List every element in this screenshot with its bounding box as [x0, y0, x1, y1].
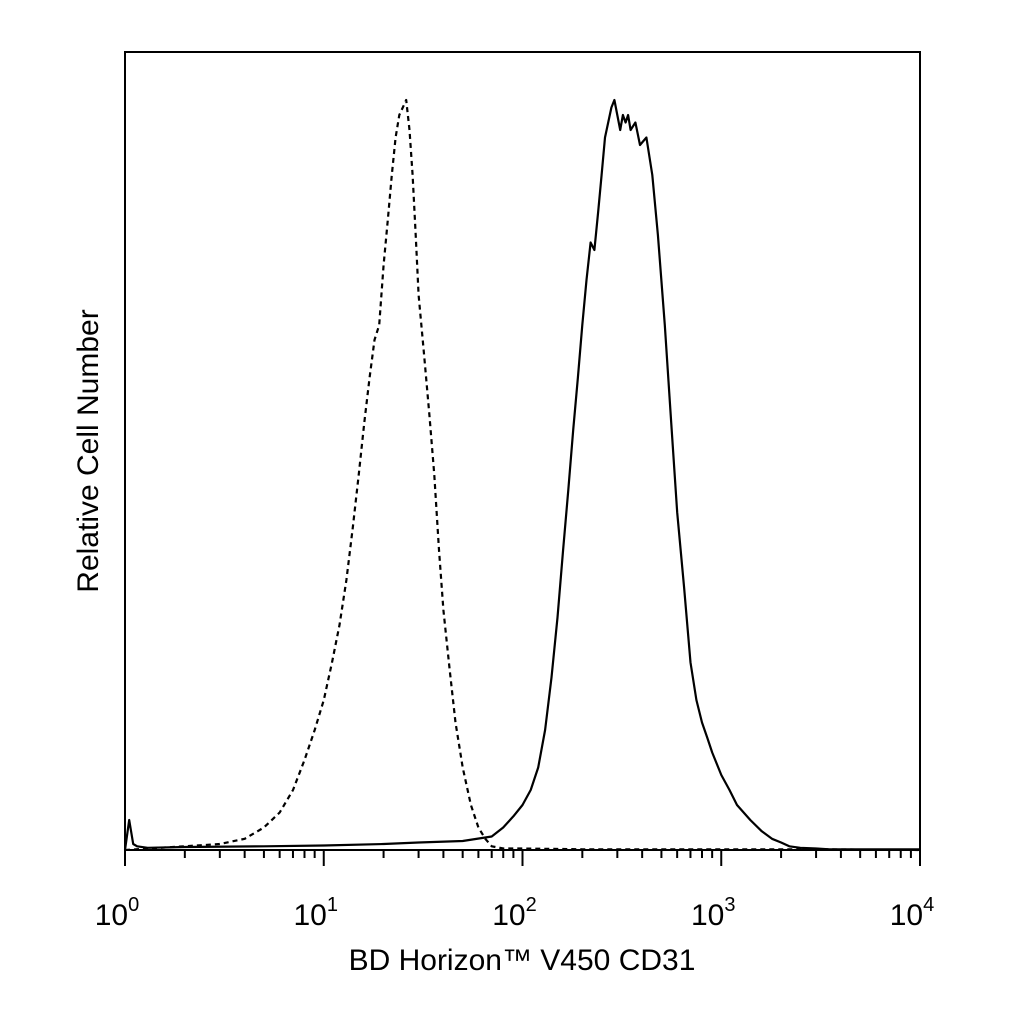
series-layer	[123, 98, 921, 852]
plot-frame	[124, 51, 921, 851]
series-dashed-histogram	[124, 98, 921, 852]
x-axis-title: BD Horizon™ V450 CD31	[349, 944, 696, 977]
x-axis: 100 101 102 103 104	[95, 849, 935, 932]
x-tick-label: 101	[294, 894, 339, 932]
x-ticks	[124, 850, 921, 866]
x-tick-label: 104	[890, 894, 935, 932]
x-tick-label: 103	[691, 894, 736, 932]
series-solid-histogram	[123, 98, 920, 851]
x-tick-label: 100	[95, 894, 140, 932]
x-tick-labels: 100 101 102 103 104	[95, 894, 935, 932]
y-axis-title: Relative Cell Number	[72, 309, 105, 592]
x-tick-label: 102	[492, 894, 537, 932]
